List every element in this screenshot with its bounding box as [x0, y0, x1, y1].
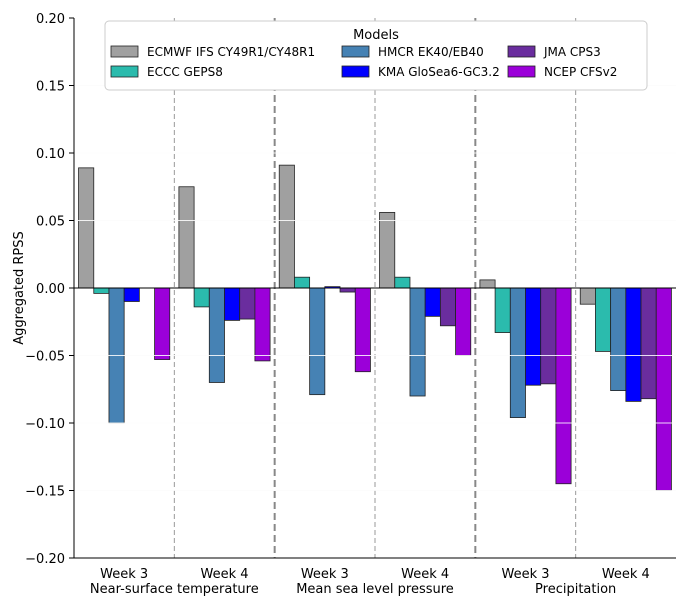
legend-items: ECMWF IFS CY49R1/CY48R1 ECCC GEPS8 HMCR EK… — [110, 45, 617, 79]
legend-label-3: KMA GloSea6-GC3.2 — [378, 65, 500, 79]
x-tick-label-2: Week 3 — [301, 567, 349, 582]
legend-swatch-3 — [341, 65, 370, 78]
bar-4-5 — [640, 287, 657, 400]
y-tick-label-5: 0.05 — [36, 215, 65, 230]
y-tick-label-7: 0.15 — [36, 80, 65, 95]
y-tick-label-2: −0.10 — [25, 417, 65, 432]
bar-5-2 — [354, 287, 371, 373]
bar-5-3 — [455, 287, 472, 356]
bar-2-5 — [610, 287, 627, 391]
bar-1-3 — [394, 276, 411, 289]
bar-3-0 — [123, 287, 140, 302]
bar-5-0 — [154, 287, 171, 360]
legend-label-4: JMA CPS3 — [543, 45, 601, 59]
group-label-2: Precipitation — [535, 582, 616, 597]
bars — [74, 85, 676, 491]
bar-0-1 — [178, 186, 195, 289]
bar-3-1 — [224, 287, 241, 321]
y-axis-label: Aggregated RPSS — [12, 231, 27, 345]
bar-5-5 — [655, 287, 672, 491]
bar-1-0 — [93, 287, 110, 294]
bar-0-4 — [479, 279, 496, 289]
legend: Models ECMWF IFS CY49R1/CY48R1 ECCC GEPS8… — [104, 20, 648, 91]
legend-swatch-5 — [507, 65, 536, 78]
bar-0-2 — [278, 164, 295, 289]
legend-swatch-0 — [110, 45, 139, 58]
legend-swatch-4 — [507, 45, 536, 58]
bar-3-3 — [424, 287, 441, 317]
bar-5-4 — [555, 287, 572, 485]
y-tick-labels: −0.20 −0.15 −0.10 −0.05 0.00 0.05 0.10 0.15 0.20 — [25, 12, 65, 567]
y-tick-label-3: −0.05 — [25, 350, 65, 365]
bar-4-1 — [239, 287, 256, 320]
bar-4-4 — [540, 287, 557, 385]
bar-1-4 — [494, 287, 511, 333]
bar-1-5 — [595, 287, 612, 352]
bar-4-3 — [439, 287, 456, 327]
y-tick-label-6: 0.10 — [36, 147, 65, 162]
bar-2-3 — [409, 287, 426, 397]
group-labels: Near-surface temperature Mean sea level p… — [90, 582, 616, 597]
axes — [69, 17, 676, 559]
x-tick-labels: Week 3 Week 4 Week 3 Week 4 Week 3 Week 4 — [100, 567, 650, 582]
bar-0-5 — [579, 287, 596, 305]
legend-label-5: NCEP CFSv2 — [544, 65, 617, 79]
x-tick-label-1: Week 4 — [200, 567, 248, 582]
x-tick-label-0: Week 3 — [100, 567, 148, 582]
y-tick-label-8: 0.20 — [36, 12, 65, 27]
bar-2-4 — [509, 287, 526, 419]
group-label-0: Near-surface temperature — [90, 582, 259, 597]
bar-4-2 — [339, 287, 356, 293]
bar-5-1 — [254, 287, 271, 362]
legend-swatch-2 — [341, 45, 370, 58]
y-tick-label-4: 0.00 — [36, 282, 65, 297]
x-tick-label-4: Week 3 — [501, 567, 549, 582]
legend-swatch-1 — [110, 65, 139, 78]
legend-label-2: HMCR EK40/EB40 — [378, 45, 484, 59]
legend-label-0: ECMWF IFS CY49R1/CY48R1 — [147, 45, 315, 59]
bar-2-2 — [309, 287, 326, 396]
bar-3-5 — [625, 287, 642, 402]
bar-0-3 — [379, 211, 396, 289]
legend-title: Models — [353, 28, 399, 43]
bar-1-1 — [193, 287, 210, 308]
x-tick-label-3: Week 4 — [401, 567, 449, 582]
bar-0-0 — [78, 167, 95, 289]
legend-label-1: ECCC GEPS8 — [147, 65, 223, 79]
bar-3-4 — [525, 287, 542, 386]
bar-2-1 — [208, 287, 225, 383]
x-tick-label-5: Week 4 — [602, 567, 650, 582]
group-label-1: Mean sea level pressure — [296, 582, 454, 597]
y-tick-label-0: −0.20 — [25, 552, 65, 567]
y-tick-label-1: −0.15 — [25, 485, 65, 500]
bar-1-2 — [294, 276, 311, 289]
